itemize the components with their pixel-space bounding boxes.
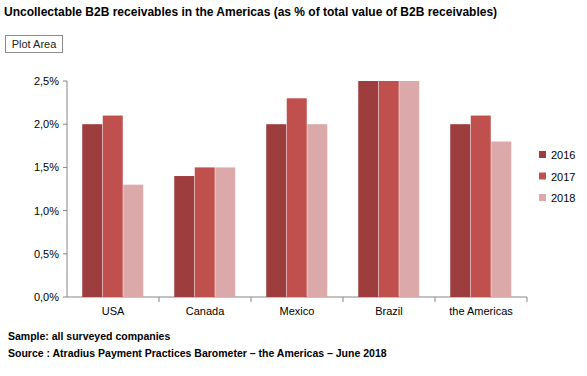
x-tick: [435, 297, 436, 302]
bar: [491, 141, 511, 297]
bars: [82, 81, 511, 297]
bar: [399, 81, 419, 297]
y-tick-label: 1,5%: [34, 161, 59, 173]
y-tick: [63, 124, 67, 125]
y-tick-label: 2,5%: [34, 75, 59, 87]
x-tick-label: Canada: [186, 305, 225, 317]
annotation: Plot Area: [12, 38, 58, 50]
y-tick-label: 0,5%: [34, 248, 59, 260]
chart: Uncollectable B2B receivables in the Ame…: [0, 0, 587, 376]
bar: [266, 124, 286, 297]
bar: [307, 124, 327, 297]
y-tick-label: 1,0%: [34, 205, 59, 217]
y-tick: [63, 81, 67, 82]
legend-label: 2017: [551, 171, 575, 183]
y-tick-label: 0,0%: [34, 291, 59, 303]
bar: [195, 167, 215, 297]
legend-swatch: [539, 194, 546, 201]
bar: [174, 176, 194, 297]
bar: [450, 124, 470, 297]
x-tick-label: Brazil: [375, 305, 403, 317]
y-tick: [63, 297, 67, 298]
bar: [103, 116, 123, 297]
background: [0, 0, 587, 376]
x-tick: [343, 297, 344, 302]
y-axis: [67, 81, 68, 297]
x-tick-label: USA: [102, 305, 125, 317]
y-tick-label: 2,0%: [34, 118, 59, 130]
legend-label: 2018: [551, 192, 575, 204]
title: Uncollectable B2B receivables in the Ame…: [4, 5, 497, 19]
x-tick: [159, 297, 160, 302]
x-tick-label: the Americas: [449, 305, 513, 317]
bar: [215, 167, 235, 297]
bar: [123, 185, 143, 297]
bar: [82, 124, 102, 297]
x-tick: [251, 297, 252, 302]
bar: [287, 98, 307, 297]
bar: [471, 116, 491, 297]
bar: [379, 81, 399, 297]
x-tick: [527, 297, 528, 302]
bar: [358, 81, 378, 297]
annotation-box: [6, 36, 63, 53]
legend-label: 2016: [551, 149, 575, 161]
x-tick-label: Mexico: [280, 305, 315, 317]
y-tick: [63, 210, 67, 211]
footnote: Sample: all surveyed companies: [8, 330, 170, 342]
y-tick: [63, 167, 67, 168]
legend-swatch: [539, 151, 546, 158]
footnote: Source : Atradius Payment Practices Baro…: [8, 347, 387, 359]
y-tick: [63, 253, 67, 254]
legend-swatch: [539, 173, 546, 180]
